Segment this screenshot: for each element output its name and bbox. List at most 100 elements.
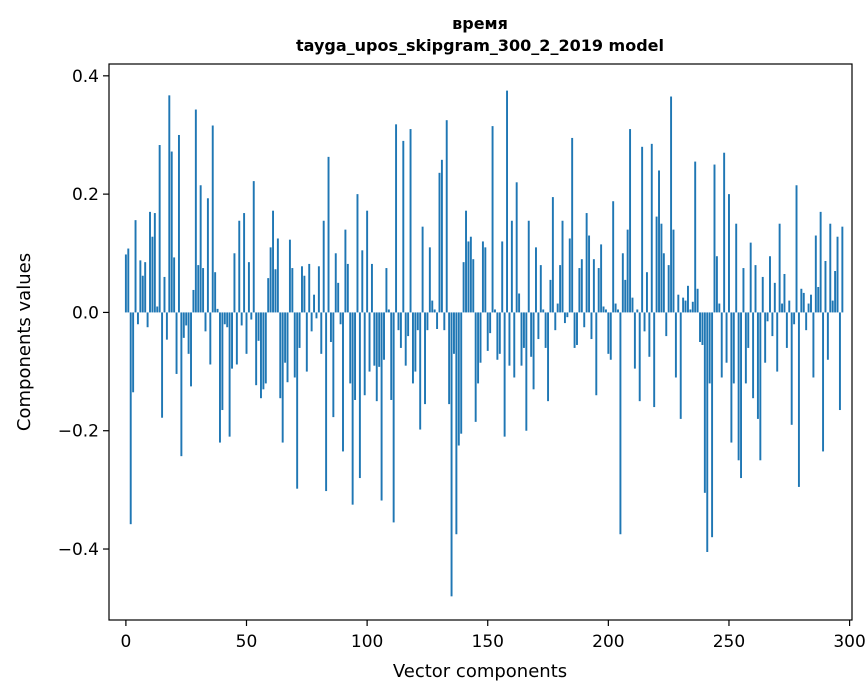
bar xyxy=(807,303,810,313)
bar xyxy=(662,253,665,313)
bar xyxy=(267,278,270,313)
bar xyxy=(231,312,233,369)
bar xyxy=(556,303,559,313)
bar xyxy=(788,300,791,313)
x-axis: 0 50 100 150 200 250 300 xyxy=(120,620,866,652)
bar xyxy=(221,312,224,411)
bar xyxy=(177,134,180,313)
bar xyxy=(592,259,595,313)
bar xyxy=(728,194,730,313)
bar xyxy=(395,124,398,313)
bar xyxy=(725,312,728,363)
bar xyxy=(561,220,564,313)
bar xyxy=(399,312,402,348)
bar xyxy=(576,312,578,345)
bar xyxy=(679,312,682,419)
bar xyxy=(498,312,501,354)
bar xyxy=(619,312,622,535)
bar xyxy=(489,312,492,334)
bar xyxy=(180,312,183,457)
bar xyxy=(407,312,410,337)
bar xyxy=(182,312,185,338)
bar xyxy=(187,312,190,354)
bar xyxy=(262,312,265,390)
bar xyxy=(421,226,424,313)
bar xyxy=(600,244,603,313)
bar xyxy=(279,312,282,399)
bar xyxy=(329,312,332,342)
bar xyxy=(527,220,530,313)
bar xyxy=(416,312,419,331)
bar xyxy=(491,126,494,313)
bar xyxy=(419,312,422,430)
bar xyxy=(703,312,706,493)
bar xyxy=(752,312,755,399)
bar xyxy=(361,250,364,313)
bar xyxy=(641,146,644,313)
bar xyxy=(761,276,764,313)
chart-title-line2: tayga_upos_skipgram_300_2_2019 model xyxy=(296,36,664,55)
bar xyxy=(797,312,800,487)
bar xyxy=(170,151,173,313)
bar xyxy=(269,247,272,313)
bar xyxy=(443,312,446,331)
bar xyxy=(624,279,627,313)
bar xyxy=(583,312,586,328)
bar xyxy=(660,223,663,313)
bar xyxy=(826,312,829,360)
bar xyxy=(344,229,347,313)
bar xyxy=(711,312,714,538)
bar xyxy=(742,268,745,313)
bar xyxy=(643,312,646,332)
bar xyxy=(667,265,670,313)
bar xyxy=(658,170,660,313)
bar xyxy=(436,312,439,329)
bar xyxy=(790,312,793,425)
bar xyxy=(484,247,487,313)
bar xyxy=(409,129,412,313)
bar xyxy=(571,137,574,313)
bar xyxy=(744,312,747,384)
y-axis: −0.4 −0.2 0.0 0.2 0.4 xyxy=(58,67,109,560)
bar xyxy=(402,140,405,313)
bar xyxy=(209,312,212,365)
bar xyxy=(715,256,718,313)
bar xyxy=(737,312,740,461)
bar xyxy=(199,185,202,313)
bar xyxy=(250,312,253,320)
bar xyxy=(206,198,209,313)
bar xyxy=(129,312,132,525)
bar xyxy=(633,312,636,369)
bar xyxy=(264,312,267,384)
bar xyxy=(793,312,796,325)
bar xyxy=(539,265,542,313)
bar xyxy=(428,247,431,313)
bar xyxy=(322,220,325,313)
bar xyxy=(506,90,508,313)
bar xyxy=(332,312,335,418)
bar xyxy=(501,241,504,313)
bar xyxy=(800,288,803,313)
bar xyxy=(301,266,303,313)
bar xyxy=(156,306,159,313)
bar xyxy=(448,312,451,405)
bar xyxy=(510,220,513,313)
bar xyxy=(554,312,557,331)
bar xyxy=(204,312,207,332)
bar xyxy=(508,312,511,366)
bar xyxy=(339,312,342,325)
bar xyxy=(708,312,711,384)
y-tick-label: −0.4 xyxy=(58,540,99,560)
bar xyxy=(604,309,607,313)
bar xyxy=(785,312,788,348)
bar xyxy=(691,301,694,313)
bar xyxy=(375,312,378,402)
bar xyxy=(274,269,277,313)
bar xyxy=(293,312,296,378)
bar xyxy=(609,312,612,360)
bar xyxy=(551,197,554,313)
bar xyxy=(144,262,147,313)
bar xyxy=(653,312,656,408)
bar xyxy=(291,268,294,313)
